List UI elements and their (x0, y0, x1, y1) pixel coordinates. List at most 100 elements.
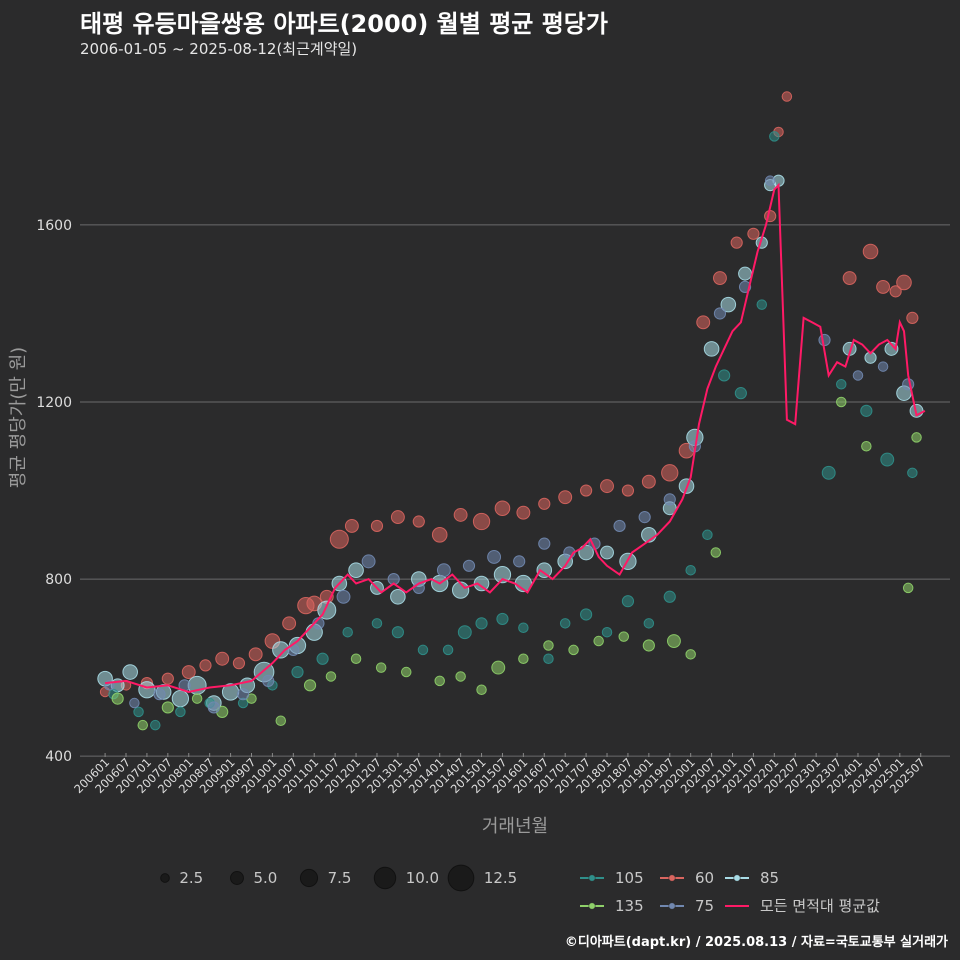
scatter-point (122, 664, 138, 680)
scatter-point (161, 672, 174, 685)
scatter-point (559, 618, 571, 629)
scatter-point (390, 588, 406, 605)
legend-label: 60 (695, 869, 714, 887)
scatter-point (601, 626, 613, 638)
scatter-point (175, 706, 186, 718)
scatter-point (350, 653, 362, 665)
scatter-point (852, 370, 864, 381)
legend-marker (588, 874, 596, 882)
legend-marker (733, 874, 741, 882)
average-line (104, 182, 926, 694)
scatter-point (436, 563, 451, 578)
scatter-point (710, 547, 722, 558)
scatter-point (453, 507, 468, 522)
scatter-point (191, 693, 203, 704)
y-tick-label: 1600 (36, 218, 72, 234)
legend-label: 75 (695, 897, 714, 915)
scatter-point (496, 612, 509, 626)
y-tick-label: 800 (45, 572, 72, 588)
scatter-point (769, 131, 780, 142)
scatter-point (543, 653, 554, 665)
scatter-point (516, 505, 531, 520)
scatter-point (291, 665, 304, 679)
scatter-point (621, 484, 635, 497)
scatter-point (884, 341, 899, 356)
size-legend-label: 12.5 (484, 869, 517, 887)
chart-subtitle: 2006-01-05 ~ 2025-08-12(최근계약일) (80, 40, 358, 58)
scatter-point (137, 719, 148, 731)
scatter-point (370, 519, 384, 533)
scatter-point (431, 527, 448, 543)
scatter-point (401, 666, 412, 678)
scatter-point (661, 464, 679, 482)
legend-label: 85 (760, 869, 779, 887)
scatter-point (600, 479, 614, 494)
scatter-point (451, 581, 470, 599)
scatter-point (720, 296, 737, 313)
scatter-point (580, 608, 593, 621)
scatter-point (336, 589, 351, 604)
scatter-point (518, 653, 529, 665)
scatter-point (911, 432, 922, 443)
scatter-point (342, 626, 353, 638)
scatter-point (457, 625, 472, 640)
scatter-point (568, 644, 579, 656)
y-axis-title: 평균 평당가(만 원) (8, 347, 29, 488)
scatter-point (756, 299, 768, 310)
scatter-point (713, 271, 727, 286)
scatter-point (199, 659, 212, 672)
scatter-point (621, 595, 635, 608)
scatter-point (730, 236, 743, 249)
scatter-point (262, 674, 275, 687)
scatter-point (282, 616, 297, 631)
legend-label: 105 (615, 869, 644, 887)
scatter-point (702, 529, 713, 541)
scatter-point (455, 671, 466, 682)
scatter-point (391, 626, 404, 639)
scatter-point (129, 697, 140, 709)
scatter-point (494, 500, 511, 517)
scatter-point (434, 675, 445, 687)
scatter-point (713, 307, 727, 320)
scatter-point (907, 467, 918, 479)
scatter-point (593, 635, 604, 647)
scatter-point (275, 715, 287, 726)
scatter-point (600, 545, 614, 560)
scatter-point (303, 679, 317, 692)
scatter-point (417, 644, 429, 656)
scatter-point (696, 315, 711, 330)
scatter-point (513, 555, 526, 568)
scatter-point (738, 266, 752, 281)
legend-label: 135 (615, 897, 644, 915)
scatter-point (487, 549, 502, 564)
size-legend-label: 5.0 (253, 869, 277, 887)
scatter-point (472, 512, 491, 531)
legend-marker (668, 874, 676, 882)
scatter-point (412, 515, 425, 528)
scatter-point (703, 341, 720, 357)
scatter-point (476, 684, 487, 695)
scatter-point (138, 681, 156, 699)
scatter-point (821, 465, 836, 480)
size-legend-circle (230, 871, 244, 885)
scatter-point (475, 617, 488, 630)
scatter-point (153, 688, 166, 701)
scatter-point (248, 647, 263, 662)
scatter-point (896, 274, 912, 291)
scatter-point (836, 396, 847, 408)
scatter-point (442, 644, 454, 656)
scatter-point (666, 634, 681, 649)
scatter-point (316, 652, 329, 665)
scatter-point (491, 660, 506, 675)
scatter-point (150, 719, 161, 731)
size-legend-circle (447, 864, 475, 892)
y-tick-label: 400 (45, 749, 72, 765)
x-axis-title: 거래년월 (482, 816, 548, 837)
scatter-point (161, 701, 174, 714)
scatter-point (818, 333, 831, 347)
scatter-point (663, 590, 676, 603)
scatter-point (613, 519, 626, 533)
scatter-point (902, 582, 914, 594)
